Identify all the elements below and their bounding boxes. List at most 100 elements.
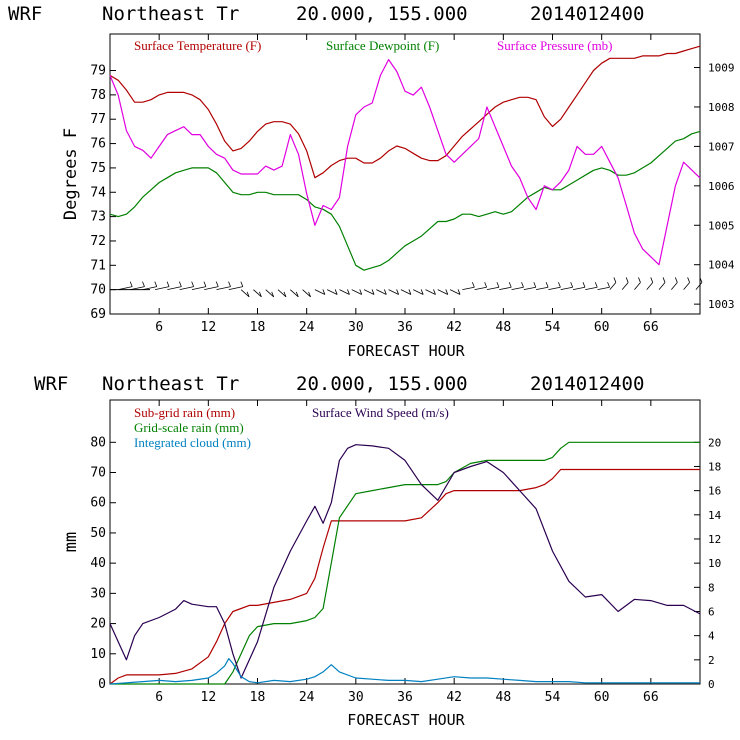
wind-barb xyxy=(462,286,475,291)
wind-barb-flag xyxy=(613,277,617,283)
wind-barb xyxy=(425,289,436,295)
y-tick-label: 76 xyxy=(90,137,106,152)
wind-barb-flag xyxy=(308,291,311,298)
y-tick-label: 72 xyxy=(90,234,106,249)
wind-barb xyxy=(597,286,610,291)
y-tick-label: 30 xyxy=(90,586,106,601)
series-line-sub-grid-rain-mm xyxy=(109,468,700,685)
wind-barb xyxy=(400,289,412,295)
wind-barb-flag xyxy=(408,289,412,295)
wind-barb xyxy=(683,282,690,290)
legend-surface-temperature: Surface Temperature (F) xyxy=(134,38,261,53)
wind-barb-flag xyxy=(594,282,598,288)
wind-barb xyxy=(363,289,375,295)
y-tick-label: 80 xyxy=(90,435,106,450)
wind-barb-flag xyxy=(533,282,537,288)
x-tick-label: 18 xyxy=(250,690,266,705)
wind-barb-flag xyxy=(674,277,678,283)
wind-barb-flag xyxy=(322,289,326,295)
y-tick-label: 69 xyxy=(90,307,106,322)
y-axis-label: Degrees F xyxy=(61,128,81,220)
wind-barb xyxy=(240,289,250,298)
wind-barb xyxy=(302,289,311,298)
y-tick-label: 10 xyxy=(90,647,106,662)
x-tick-label: 42 xyxy=(446,690,462,705)
wind-barb-flag xyxy=(396,289,399,295)
x-tick-label: 36 xyxy=(397,320,413,335)
x-tick-label: 42 xyxy=(446,320,462,335)
wind-barb-flag xyxy=(699,277,703,283)
wind-barb-flag xyxy=(371,289,375,295)
series-line-surface-pressure-mb xyxy=(109,58,701,266)
wind-barb-flag xyxy=(558,282,561,288)
header-place: Northeast Tr xyxy=(102,373,239,395)
wind-barb xyxy=(536,286,549,291)
y-tick-label: 77 xyxy=(90,112,106,127)
y-tick-label: 74 xyxy=(90,185,106,200)
wind-barb xyxy=(216,286,231,291)
legend-integrated-cloud: Integrated cloud (mm) xyxy=(134,435,251,450)
x-tick-label: 24 xyxy=(299,320,315,335)
wind-barb-flag xyxy=(383,289,387,295)
wind-barb xyxy=(585,286,598,291)
x-tick-label: 54 xyxy=(545,320,561,335)
wind-barb xyxy=(154,286,170,291)
wind-barb xyxy=(658,282,666,290)
y-tick-label: 70 xyxy=(90,283,106,298)
x-tick-label: 66 xyxy=(643,690,659,705)
legend-surface-dewpoint: Surface Dewpoint (F) xyxy=(326,38,439,53)
x-tick-label: 24 xyxy=(299,690,315,705)
wind-barb-flag xyxy=(625,277,629,283)
wind-barb xyxy=(314,289,326,295)
wind-barb xyxy=(191,286,207,291)
wind-barb-flag xyxy=(246,291,250,298)
x-tick-label: 36 xyxy=(397,690,413,705)
y2-tick-label: 1003 xyxy=(708,298,735,311)
wind-barb xyxy=(413,289,424,295)
wind-barb xyxy=(523,286,536,291)
x-tick-label: 30 xyxy=(348,320,364,335)
wind-barb-flag xyxy=(521,282,524,288)
wind-barb-flag xyxy=(687,277,690,283)
y-tick-label: 75 xyxy=(90,161,106,176)
y2-tick-label: 16 xyxy=(708,485,721,498)
header-coords: 20.000, 155.000 xyxy=(296,373,468,395)
y-tick-label: 79 xyxy=(90,64,106,79)
header-date: 2014012400 xyxy=(530,373,644,395)
precipitation-panel: Sub-grid rain (mm) Surface Wind Speed (m… xyxy=(61,399,722,729)
x-tick-label: 18 xyxy=(250,320,266,335)
y2-tick-label: 1008 xyxy=(708,101,735,114)
header-coords: 20.000, 155.000 xyxy=(296,3,468,25)
x-axis-label: FORECAST HOUR xyxy=(347,342,465,360)
y2-tick-label: 12 xyxy=(708,533,721,546)
wind-barb-flag xyxy=(496,282,500,288)
y-tick-label: 40 xyxy=(90,556,106,571)
wind-barb xyxy=(621,282,629,290)
header-place: Northeast Tr xyxy=(102,3,239,25)
wind-barb-flag xyxy=(570,282,574,288)
wind-barb-flag xyxy=(142,281,145,287)
wind-barb xyxy=(339,289,350,295)
wind-barb xyxy=(646,282,654,290)
wind-barb xyxy=(326,289,338,295)
wind-barb xyxy=(118,286,133,291)
wind-barb xyxy=(167,286,182,291)
series-line-surface-wind-speed-m-s xyxy=(109,444,701,679)
legend-surface-pressure: Surface Pressure (mb) xyxy=(497,38,613,53)
y2-tick-label: 10 xyxy=(708,557,721,570)
wind-barb-flag xyxy=(129,281,133,287)
wind-barb-flag xyxy=(638,277,641,283)
wind-barb-flag xyxy=(334,289,338,295)
y-tick-label: 73 xyxy=(90,210,106,225)
temperature-plot-frame xyxy=(109,33,701,315)
wind-barb xyxy=(511,286,524,291)
wind-barb xyxy=(634,282,641,290)
wind-barb-flag xyxy=(420,289,424,295)
wind-barb xyxy=(486,286,500,291)
series-line-surface-temperature-f xyxy=(109,45,701,179)
y-tick-label: 78 xyxy=(90,88,106,103)
wind-barb xyxy=(265,289,274,298)
y-tick-label: 0 xyxy=(98,677,106,692)
